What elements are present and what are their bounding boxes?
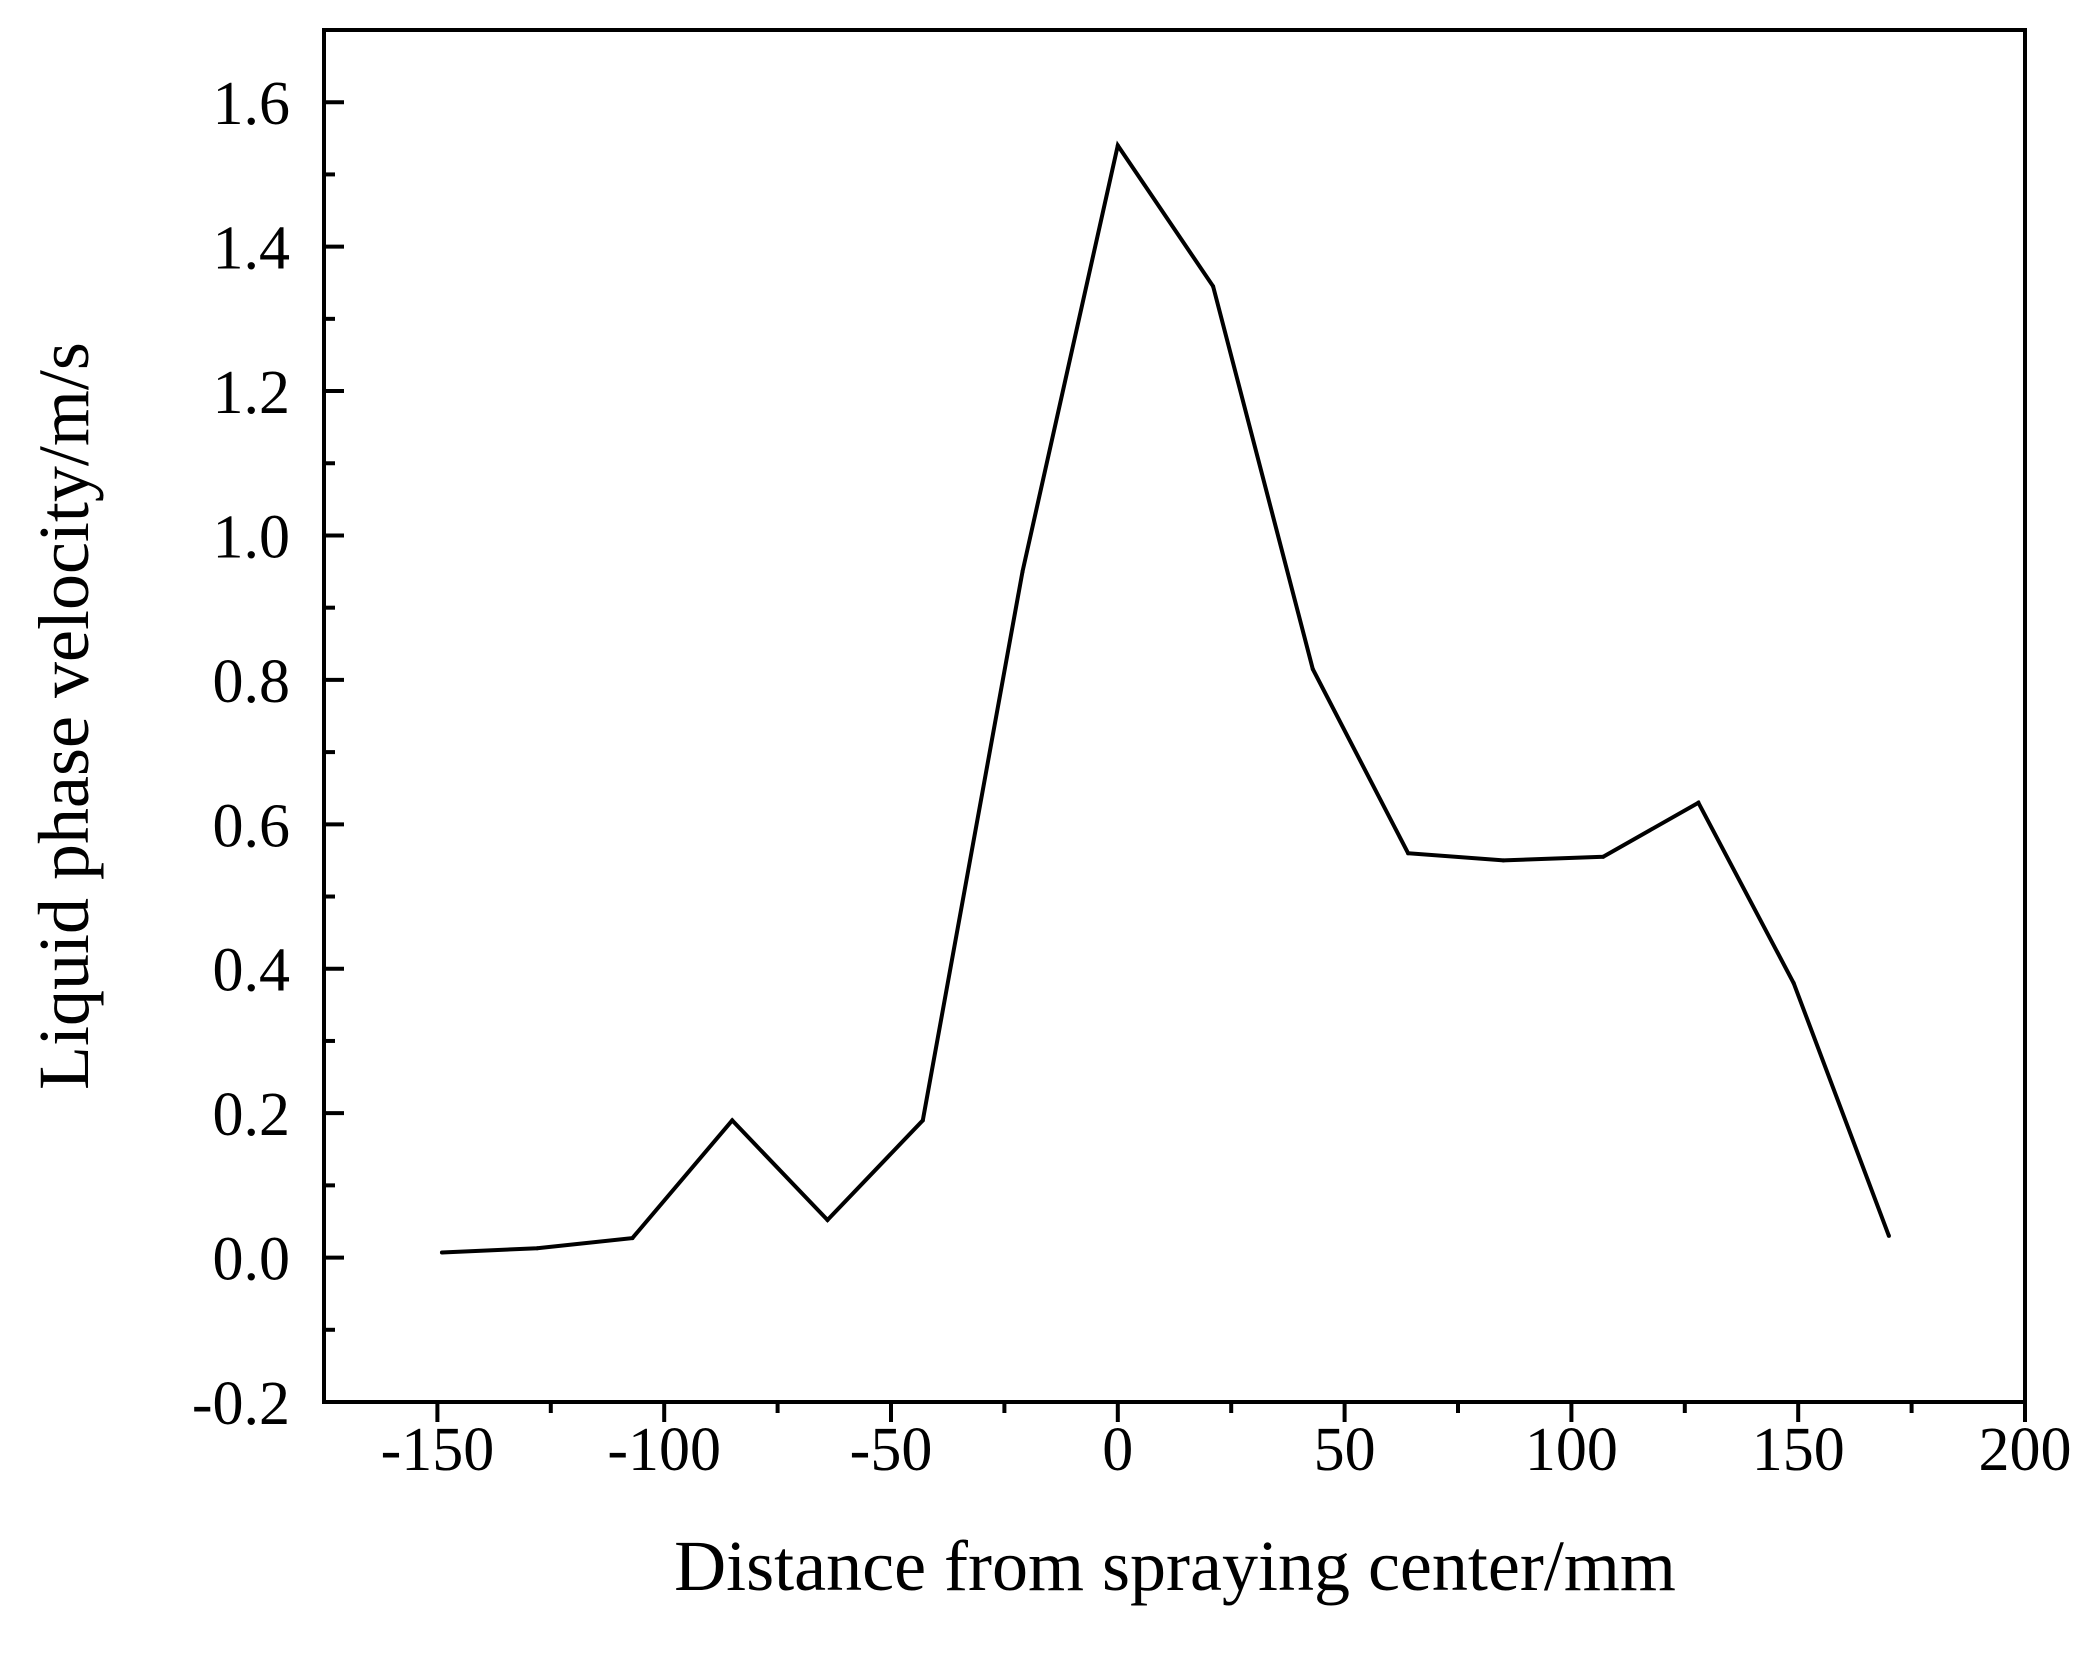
data-point: [630, 1236, 635, 1241]
x-tick-label: 0: [1102, 1416, 1133, 1484]
data-point: [1791, 981, 1796, 986]
y-tick-label: 0.4: [213, 937, 291, 1005]
y-tick-label: 0.2: [213, 1081, 291, 1149]
data-point: [1211, 284, 1216, 289]
x-axis-title: Distance from spraying center/mm: [674, 1526, 1676, 1606]
x-tick-label: -50: [850, 1416, 933, 1484]
data-point: [535, 1246, 540, 1251]
y-tick-label: 0.8: [213, 648, 291, 716]
plot-frame: [322, 28, 2027, 1404]
x-axis-ticks: [435, 1402, 2027, 1422]
data-point: [1501, 858, 1506, 863]
data-point: [439, 1250, 444, 1255]
y-tick-label: 1.6: [213, 70, 291, 138]
data-point: [1601, 854, 1606, 859]
data-points: [439, 143, 1891, 1255]
y-tick-label: 1.2: [213, 359, 291, 427]
data-point: [1310, 667, 1315, 672]
data-point: [1886, 1233, 1891, 1238]
data-point: [1696, 800, 1701, 805]
x-tick-label: 150: [1752, 1416, 1845, 1484]
y-axis-tick-labels: -0.2 0.0 0.2 0.4 0.6 0.8 1.0 1.2 1.4 1.6: [192, 70, 290, 1438]
x-tick-label: -150: [381, 1416, 495, 1484]
data-point: [1115, 143, 1120, 148]
x-tick-label: 100: [1525, 1416, 1618, 1484]
y-axis-ticks: [324, 100, 344, 1404]
y-tick-label: -0.2: [192, 1370, 290, 1438]
data-point: [920, 1118, 925, 1123]
x-tick-label: 50: [1314, 1416, 1376, 1484]
y-tick-label: 1.0: [213, 503, 291, 571]
data-point: [1020, 569, 1025, 574]
y-tick-label: 0.6: [213, 792, 291, 860]
y-tick-label: 1.4: [213, 215, 291, 283]
y-axis-title: Liquid phase velocity/m/s: [24, 342, 104, 1090]
x-tick-label: 200: [1979, 1416, 2072, 1484]
x-tick-label: -100: [607, 1416, 721, 1484]
y-tick-label: 0.0: [213, 1226, 291, 1294]
data-point: [825, 1218, 830, 1223]
data-point: [730, 1118, 735, 1123]
data-line: [441, 140, 1891, 1255]
data-point: [1406, 851, 1411, 856]
x-axis-tick-labels: -150 -100 -50 0 50 100 150 200: [381, 1416, 2072, 1484]
